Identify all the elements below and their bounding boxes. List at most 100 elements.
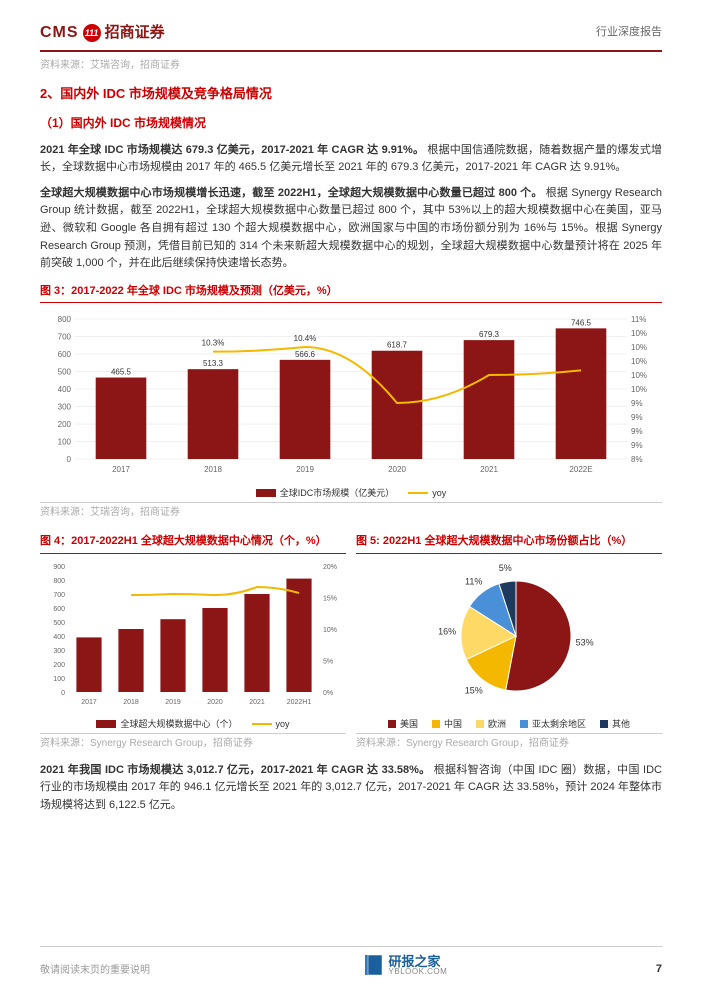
fig3-legend-line-swatch [408,492,428,494]
fig3-legend-bar: 全球IDC市场规模（亿美元） [280,486,395,500]
top-source: 资料来源：艾瑞咨询，招商证券 [40,58,662,74]
svg-text:2019: 2019 [165,699,181,706]
logo-cn: 招商证券 [105,21,165,45]
subsection-1-title: （1）国内外 IDC 市场规模情况 [40,114,662,133]
svg-text:10%: 10% [631,371,647,380]
svg-text:0: 0 [67,455,72,464]
svg-text:900: 900 [53,564,65,571]
svg-text:16%: 16% [438,627,456,637]
svg-text:513.3: 513.3 [203,360,224,369]
svg-text:2019: 2019 [296,465,314,474]
fig3-legend-bar-swatch [256,489,276,497]
svg-text:100: 100 [58,438,72,447]
svg-text:800: 800 [58,315,72,324]
fig3-source: 资料来源：艾瑞咨询，招商证券 [40,505,662,521]
svg-text:600: 600 [58,350,72,359]
svg-text:11%: 11% [465,576,482,586]
svg-text:746.5: 746.5 [571,319,592,328]
svg-text:400: 400 [58,385,72,394]
yblook-en: YBLOOK.COM [389,968,448,976]
p2-text: 根据 Synergy Research Group 统计数据，截至 2022H1… [40,187,662,269]
fig4-source: 资料来源：Synergy Research Group，招商证券 [40,736,346,752]
svg-text:9%: 9% [631,427,643,436]
svg-text:0: 0 [61,690,65,697]
fig4-legend-bar: 全球超大规模数据中心（个） [120,717,237,731]
fig4-legend: 全球超大规模数据中心（个） yoy [40,717,346,731]
svg-text:10%: 10% [631,343,647,352]
svg-text:15%: 15% [465,685,483,695]
paragraph-3: 2021 年我国 IDC 市场规模达 3,012.7 亿元，2017-2021 … [40,762,662,815]
fig3-legend: 全球IDC市场规模（亿美元） yoy [40,486,662,500]
page-number: 7 [656,961,662,979]
fig4-legend-line: yoy [276,717,290,731]
section-2-title: 2、国内外 IDC 市场规模及竞争格局情况 [40,84,662,105]
svg-text:2021: 2021 [249,699,265,706]
fig5-legend: 美国中国欧洲亚太剩余地区其他 [356,717,662,731]
fig4-title: 图 4：2017-2022H1 全球超大规模数据中心情况（个，%） [40,531,346,554]
svg-text:9%: 9% [631,441,643,450]
svg-text:500: 500 [53,620,65,627]
page: CMS 111 招商证券 行业深度报告 资料来源：艾瑞咨询，招商证券 2、国内外… [0,0,702,991]
logo-circle-icon: 111 [83,24,101,42]
svg-text:2020: 2020 [388,465,406,474]
p1-bold: 2021 年全球 IDC 市场规模达 679.3 亿美元，2017-2021 年… [40,144,424,156]
page-header: CMS 111 招商证券 行业深度报告 [40,20,662,52]
svg-text:2017: 2017 [112,465,130,474]
fig4-svg: 01002003004005006007008009000%5%10%15%20… [40,558,345,708]
svg-text:679.3: 679.3 [479,330,500,339]
fig4-col: 图 4：2017-2022H1 全球超大规模数据中心情况（个，%） 0 100 20… [40,531,346,762]
yblook-cn: 研报之家 [389,955,448,968]
svg-text:700: 700 [53,592,65,599]
paragraph-2: 全球超大规模数据中心市场规模增长迅速，截至 2022H1，全球超大规模数据中心数… [40,185,662,273]
svg-text:2017: 2017 [81,699,97,706]
fig5-title: 图 5: 2022H1 全球超大规模数据中心市场份额占比（%） [356,531,662,554]
fig4-legend-bar-swatch [96,720,116,728]
page-footer: 敬请阅读末页的重要说明 研报之家 YBLOOK.COM 7 [40,946,662,979]
svg-text:500: 500 [58,368,72,377]
svg-text:465.5: 465.5 [111,368,132,377]
p3-bold: 2021 年我国 IDC 市场规模达 3,012.7 亿元，2017-2021 … [40,764,430,776]
fig4-chart: 01002003004005006007008009000%5%10%15%20… [40,558,346,734]
svg-text:5%: 5% [499,563,512,573]
svg-text:2022E: 2022E [569,465,592,474]
doc-type: 行业深度报告 [596,24,662,42]
svg-text:200: 200 [53,662,65,669]
cms-logo: CMS 111 招商证券 [40,20,165,46]
svg-text:400: 400 [53,634,65,641]
svg-text:700: 700 [58,333,72,342]
svg-text:300: 300 [53,648,65,655]
svg-text:618.7: 618.7 [387,341,408,350]
svg-text:100: 100 [53,676,65,683]
svg-text:9%: 9% [631,399,643,408]
svg-text:10%: 10% [323,627,337,634]
svg-text:8%: 8% [631,455,643,464]
svg-text:10.3%: 10.3% [202,339,225,348]
svg-text:53%: 53% [576,637,594,647]
fig5-col: 图 5: 2022H1 全球超大规模数据中心市场份额占比（%） 53% 15% 16… [356,531,662,762]
p2-bold: 全球超大规模数据中心市场规模增长迅速，截至 2022H1，全球超大规模数据中心数… [40,187,543,199]
fig3-title: 图 3：2017-2022 年全球 IDC 市场规模及预测（亿美元，%） [40,281,662,304]
fig5-source: 资料来源：Synergy Research Group，招商证券 [356,736,662,752]
yblook-logo: 研报之家 YBLOOK.COM [359,951,448,979]
fig3-chart: 01002003004005006007008008%9%9%9%9%10%10… [40,307,662,503]
paragraph-1: 2021 年全球 IDC 市场规模达 679.3 亿美元，2017-2021 年… [40,142,662,177]
svg-text:10.4%: 10.4% [294,334,317,343]
footer-disclaimer: 敬请阅读末页的重要说明 [40,963,150,979]
fig4-legend-line-swatch [252,723,272,725]
svg-text:0%: 0% [323,690,333,697]
svg-text:9%: 9% [631,413,643,422]
svg-text:566.6: 566.6 [295,350,316,359]
svg-text:800: 800 [53,578,65,585]
svg-text:2020: 2020 [207,699,223,706]
logo-en: CMS [40,20,79,46]
svg-text:5%: 5% [323,658,333,665]
svg-text:15%: 15% [323,595,337,602]
yblook-icon [359,951,387,979]
svg-text:10%: 10% [631,385,647,394]
svg-text:2022H1: 2022H1 [287,699,312,706]
fig3-legend-line: yoy [432,486,446,500]
svg-text:2018: 2018 [204,465,222,474]
fig5-chart: 53% 15% 16% 11% 5% 美国中国欧洲亚太剩余地区其他 [356,558,662,734]
svg-text:200: 200 [58,420,72,429]
svg-text:2018: 2018 [123,699,139,706]
